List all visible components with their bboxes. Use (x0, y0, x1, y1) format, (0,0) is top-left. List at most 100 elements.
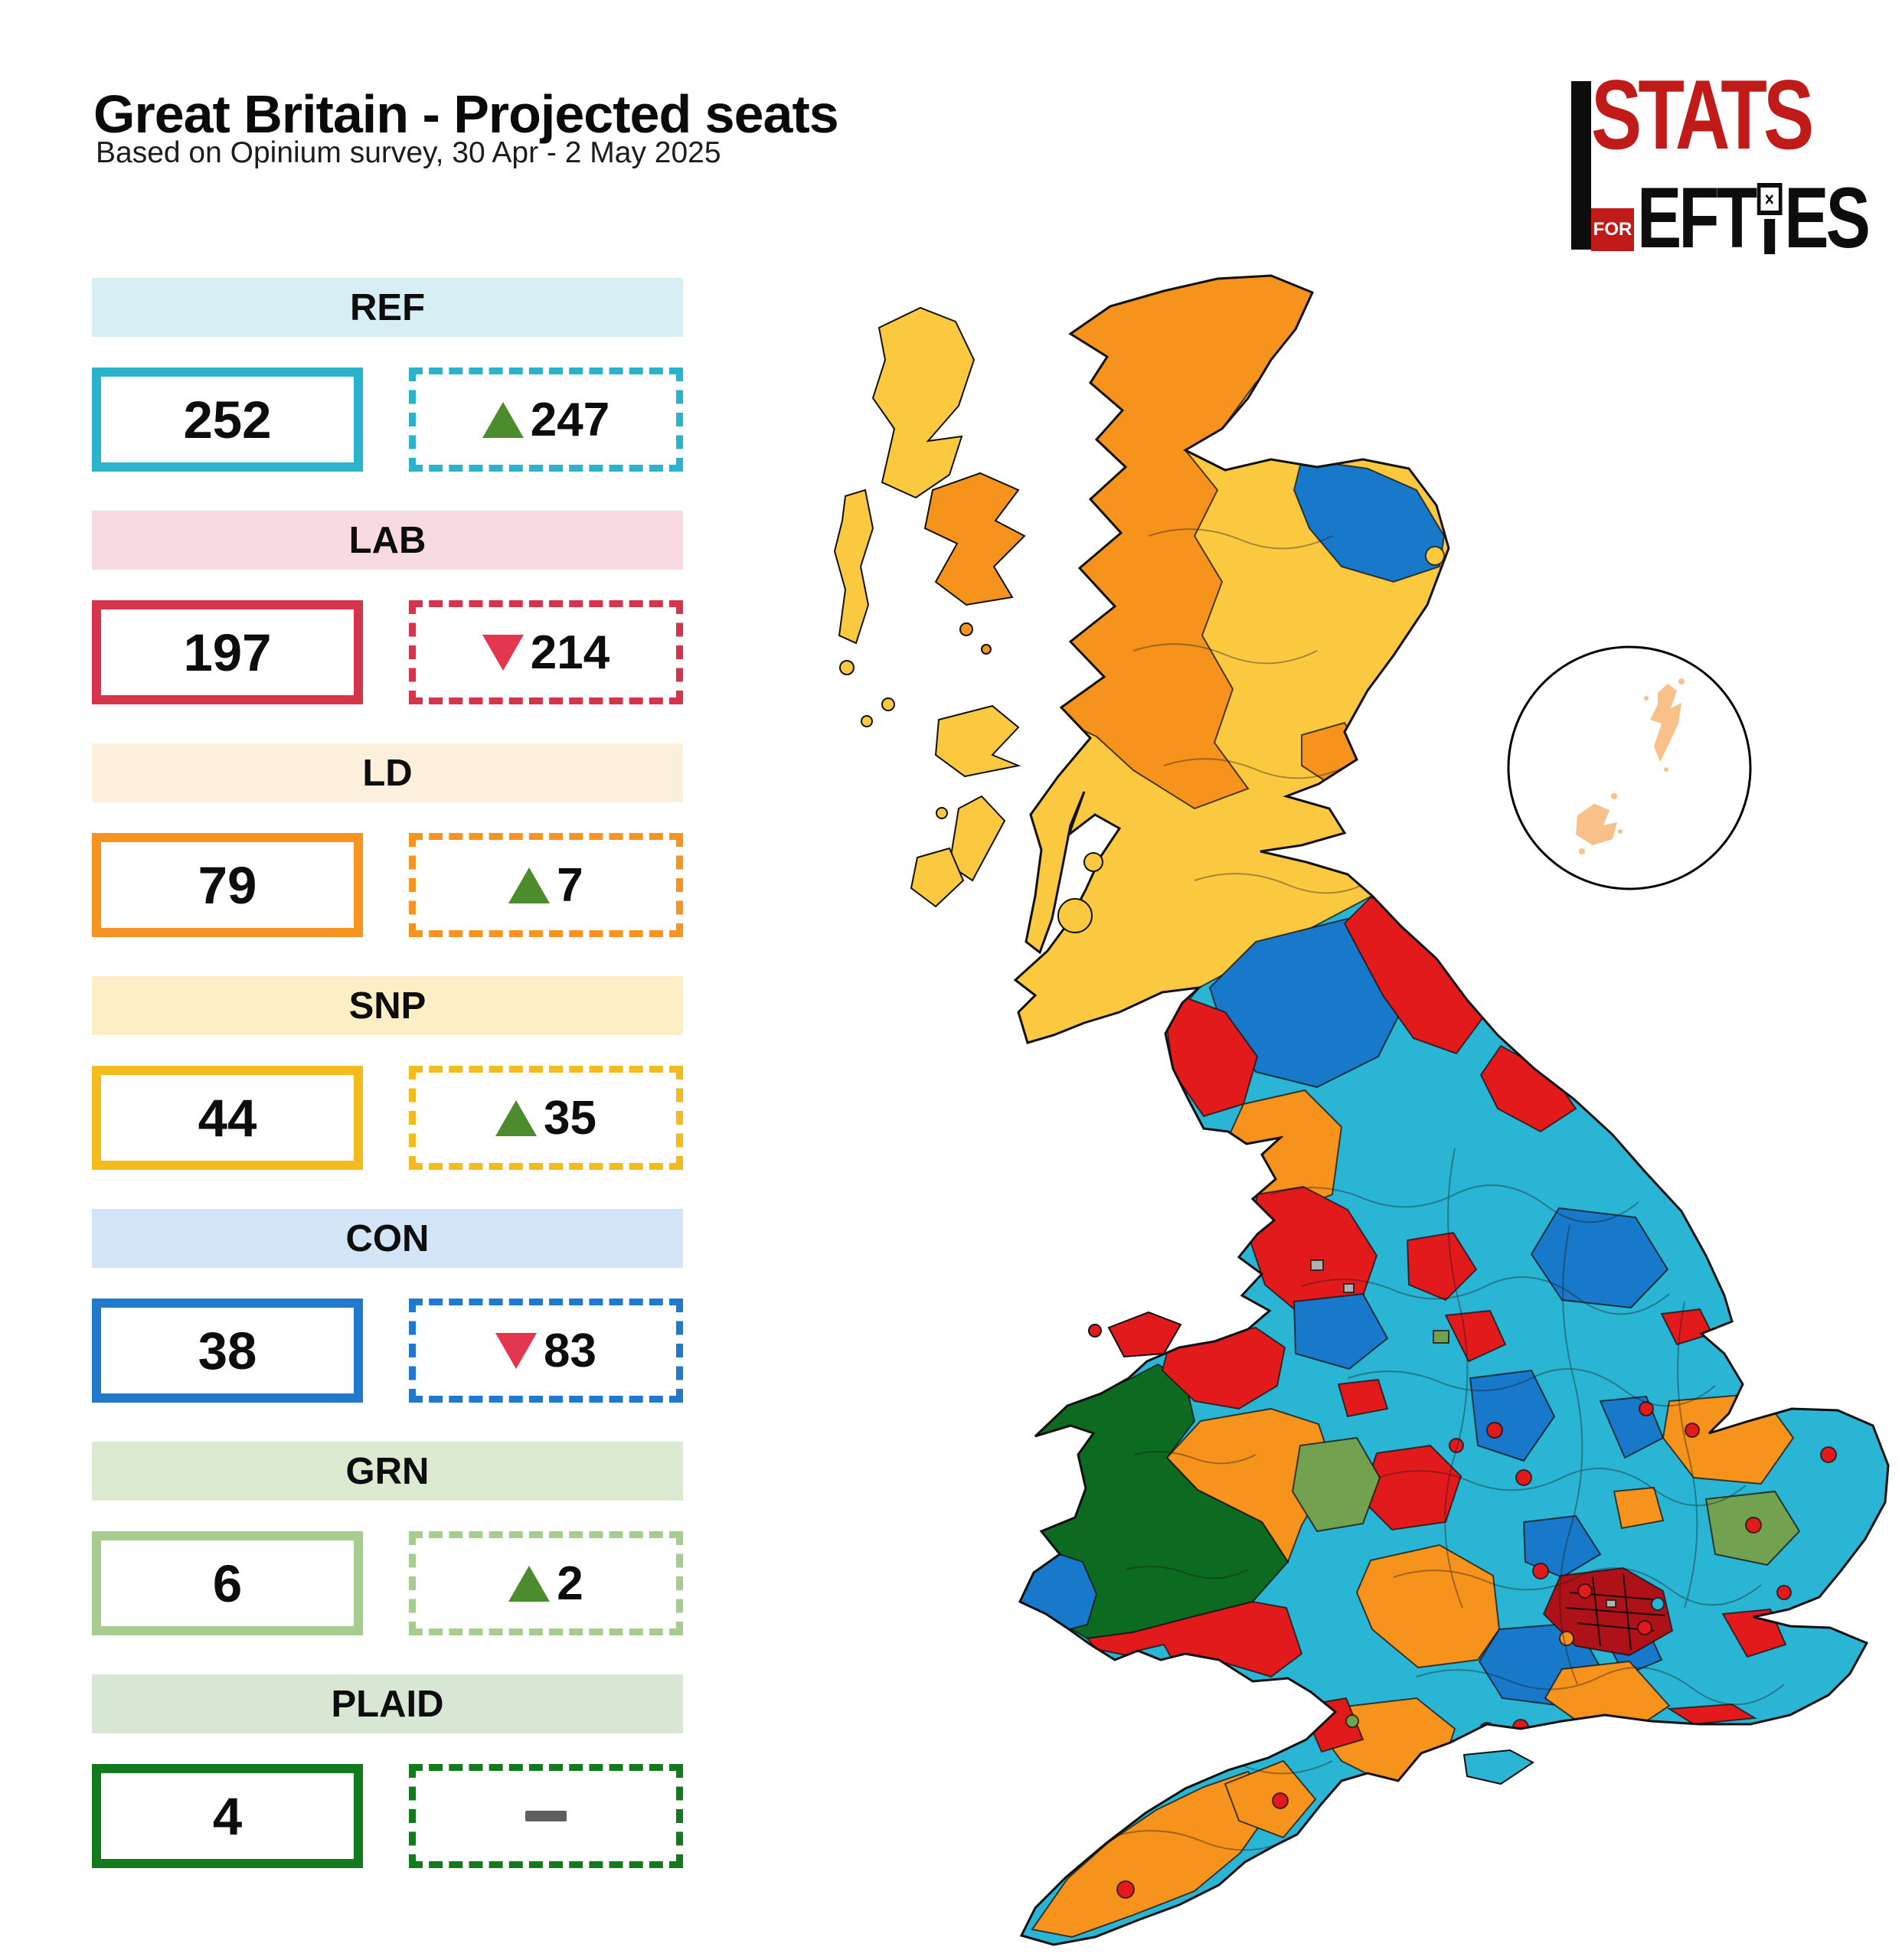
party-section-snp: SNP 44 35 (92, 976, 683, 1209)
seats-value-lab: 197 (183, 622, 272, 682)
up-triangle-icon (508, 1565, 551, 1602)
party-results-panel: REF 252 247 LAB 197 214 LD 79 (92, 278, 683, 1907)
map-herts-con (1522, 1514, 1602, 1579)
map-oxfordshire-cotswolds-ld (1355, 1544, 1501, 1669)
map-aberdeenshire-con (1293, 458, 1446, 583)
map-east-midlands-con-1 (1469, 1369, 1556, 1462)
map-pembrokeshire-con (1018, 1553, 1098, 1631)
map-sw-london-ld-speck (1559, 1631, 1574, 1646)
no-change-icon (525, 1811, 567, 1821)
logo-l-bracket-icon (1571, 81, 1591, 248)
map-rum-ld (959, 622, 973, 636)
map-london-ref-speck (1651, 1597, 1665, 1611)
map-holyhead-lab (1088, 1324, 1102, 1338)
map-grn-speck-pennines (1433, 1330, 1449, 1344)
party-section-ld: LD 79 7 (92, 743, 683, 976)
up-triangle-icon (495, 1099, 538, 1136)
up-triangle-icon (508, 867, 551, 903)
gb-map-svg (833, 274, 1890, 1946)
change-box-ld: 7 (409, 833, 683, 937)
seats-value-ld: 79 (198, 855, 257, 915)
map-colonsay-snp (936, 807, 948, 819)
map-tiree-snp (861, 715, 873, 727)
map-skye-ld (923, 472, 1026, 606)
up-triangle-icon (482, 401, 524, 438)
seats-box-con: 38 (92, 1298, 363, 1403)
inset-circle (1507, 645, 1752, 890)
inset-islands (1576, 678, 1685, 854)
logo-efties-post: ES (1784, 170, 1871, 266)
map-islay-snp (910, 847, 965, 908)
logo-efties-text: EFT × ES (1637, 170, 1871, 266)
map-coll-snp (881, 697, 895, 711)
map-boundary-squiggles (1110, 528, 1785, 1851)
map-inset-orkney-shetland (1507, 645, 1752, 890)
seats-box-ld: 79 (92, 833, 363, 937)
map-bute-snp (1083, 852, 1103, 872)
map-sheffield-lab (1444, 1309, 1507, 1363)
map-mainland-outline (1013, 274, 1890, 1946)
party-header-grn: GRN (92, 1442, 683, 1501)
party-header-plaid: PLAID (92, 1674, 683, 1733)
seats-value-con: 38 (198, 1321, 257, 1380)
map-dover-coast-lab (1666, 1703, 1758, 1726)
map-uists-snp (833, 488, 874, 645)
party-section-ref: REF 252 247 (92, 278, 683, 511)
party-header-ref: REF (92, 278, 683, 337)
party-header-snp: SNP (92, 976, 683, 1035)
map-bristol-grn-speck (1345, 1714, 1359, 1728)
map-gray-speck (1343, 1283, 1355, 1293)
page-subtitle: Based on Opinium survey, 30 Apr - 2 May … (96, 136, 721, 169)
map-north-wales-lab (1161, 1326, 1286, 1410)
party-section-plaid: PLAID 4 (92, 1674, 683, 1907)
map-eigg-ld (981, 644, 992, 655)
map-islands (833, 306, 1534, 1785)
map-anglesey-lab (1107, 1311, 1182, 1358)
seats-box-grn: 6 (92, 1531, 363, 1635)
map-stoke-lab (1337, 1378, 1389, 1418)
change-box-lab: 214 (409, 600, 683, 704)
change-box-con: 83 (409, 1298, 683, 1403)
change-value-lab: 214 (530, 626, 610, 679)
map-north-yorkshire-con (1530, 1207, 1669, 1309)
change-box-grn: 2 (409, 1531, 683, 1635)
seats-box-lab: 197 (92, 600, 363, 704)
page-title: Great Britain - Projected seats (93, 83, 839, 144)
party-section-lab: LAB 197 214 (92, 511, 683, 743)
map-mid-devon-ld (1224, 1759, 1317, 1839)
change-box-ref: 247 (409, 368, 683, 472)
change-box-plaid (409, 1764, 683, 1868)
map-lewis-harris-snp (871, 306, 976, 499)
map-cheshire-con (1293, 1292, 1389, 1370)
down-triangle-icon (482, 634, 524, 671)
down-triangle-icon (495, 1332, 538, 1369)
map-barra-snp (839, 660, 855, 675)
change-value-ref: 247 (530, 393, 610, 446)
seats-value-snp: 44 (198, 1088, 257, 1148)
logo-stats-text: STATS (1591, 60, 1814, 171)
change-value-snp: 35 (544, 1091, 596, 1145)
map-london-red-speck (1637, 1620, 1652, 1635)
ballot-box-i-icon: × (1757, 183, 1783, 255)
gb-constituency-map (766, 260, 1902, 1952)
stats-for-lefties-logo: STATS FOR EFT × ES (1571, 66, 1877, 266)
map-cumbria-lab (1165, 994, 1259, 1118)
change-value-ld: 7 (557, 858, 583, 912)
seats-value-plaid: 4 (212, 1786, 243, 1846)
map-cambridge-ld (1613, 1486, 1665, 1530)
map-arran-snp (1057, 898, 1093, 933)
map-london-gray-speck (1606, 1599, 1616, 1608)
map-aberdeen-city-snp (1425, 546, 1445, 566)
map-london-red-speck (1577, 1583, 1593, 1599)
change-value-con: 83 (544, 1324, 596, 1377)
map-speaker-seat-gray (1310, 1259, 1324, 1271)
party-header-con: CON (92, 1209, 683, 1268)
party-section-grn: GRN 6 2 (92, 1442, 683, 1674)
seats-value-grn: 6 (212, 1553, 243, 1613)
party-header-lab: LAB (92, 511, 683, 570)
map-herefordshire-grn (1291, 1436, 1381, 1533)
seats-value-ref: 252 (183, 390, 272, 449)
party-header-ld: LD (92, 743, 683, 802)
seats-box-snp: 44 (92, 1066, 363, 1170)
map-leeds-lab (1406, 1231, 1478, 1302)
